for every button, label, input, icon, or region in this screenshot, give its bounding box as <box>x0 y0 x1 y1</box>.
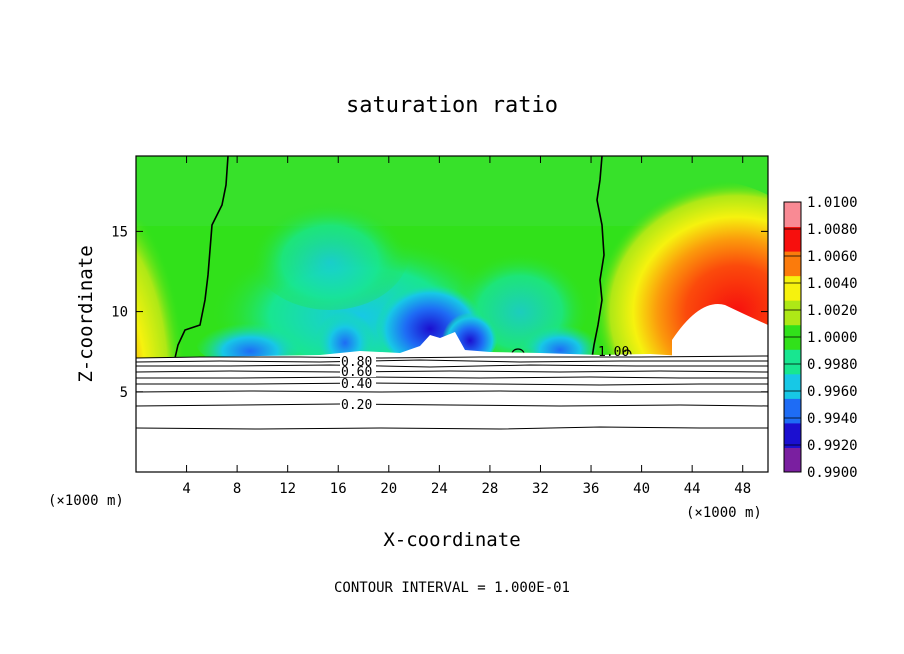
clear-pocket <box>672 304 768 360</box>
colorbar-label: 0.9940 <box>807 411 858 427</box>
contour-label-1.00: 1.00 <box>598 345 629 360</box>
colorbar-swatch <box>784 202 801 228</box>
x-tick-label: 32 <box>532 481 549 497</box>
colorbar-label: 0.9960 <box>807 384 858 400</box>
chart-title: saturation ratio <box>346 93 558 118</box>
colorbar-label: 1.0040 <box>807 276 858 292</box>
contour-label-0.40: 0.40 <box>341 377 372 392</box>
colorbar-swatch <box>784 251 801 277</box>
contour-label-0.20: 0.20 <box>341 398 372 413</box>
y-axis-label: Z-coordinate <box>75 245 97 382</box>
contour-line-5 <box>136 376 768 379</box>
x-tick-label: 48 <box>734 481 751 497</box>
colorbar-swatch <box>784 275 801 301</box>
x-tick-label: 36 <box>583 481 600 497</box>
contour-line-1 <box>136 355 768 359</box>
cyan-zone-upper <box>250 190 410 310</box>
contour-line-4 <box>136 370 768 373</box>
contour-line-2 <box>136 359 768 363</box>
x-tick-label: 24 <box>431 481 448 497</box>
cloud-contours <box>136 355 768 430</box>
x-tick-label: 12 <box>279 481 296 497</box>
contour-label-box-0.60 <box>340 367 376 377</box>
lower-region <box>136 332 768 472</box>
plot-area <box>136 156 768 472</box>
x-tick-label: 8 <box>233 481 241 497</box>
colorbar-swatch <box>784 447 801 473</box>
contour-line-8 <box>136 403 768 407</box>
colorbar-label: 0.9920 <box>807 438 858 454</box>
colorbar: 1.0100 1.0080 1.0060 1.0040 1.0020 1.0000 0.99… <box>783 195 858 481</box>
contour-line-3 <box>136 364 768 368</box>
y-ticks: 5 10 15 <box>111 224 768 401</box>
x-unit-left: (×1000 m) <box>48 493 124 509</box>
x-tick-label: 44 <box>684 481 701 497</box>
x-tick-label: 20 <box>380 481 397 497</box>
colorbar-label: 0.9980 <box>807 357 858 373</box>
plot-frame <box>135 155 769 473</box>
colorbar-label: 0.9900 <box>807 465 858 481</box>
contour-label-box-0.20 <box>340 398 376 410</box>
blue-cell-mid <box>315 298 375 362</box>
saturation-contour-left <box>174 156 229 359</box>
x-unit-right: (×1000 m) <box>686 505 762 521</box>
colorbar-label: 1.0000 <box>807 330 858 346</box>
saturation-contour-right <box>591 156 605 359</box>
colorbar-swatch <box>784 300 801 326</box>
blue-cell-left <box>195 312 305 368</box>
colorbar-swatch <box>784 422 801 448</box>
colorbar-swatch <box>784 226 801 252</box>
x-ticks: 4 8 12 16 20 24 28 32 36 40 44 48 <box>182 156 751 497</box>
contour-label-box-0.80 <box>340 357 376 367</box>
contour-label-0.60: 0.60 <box>341 365 372 380</box>
colorbar-label: 1.0080 <box>807 222 858 238</box>
colorbar-label: 1.0060 <box>807 249 858 265</box>
contour-line-6 <box>136 382 768 386</box>
colorbar-swatch <box>784 398 801 424</box>
contour-label-box-0.40 <box>340 378 376 389</box>
contour-label-0.80: 0.80 <box>341 355 372 370</box>
contour-line-7 <box>136 390 768 393</box>
x-tick-label: 4 <box>182 481 190 497</box>
colorbar-swatch <box>784 349 801 375</box>
x-tick-label: 28 <box>481 481 498 497</box>
colorbar-swatch <box>784 373 801 399</box>
y-tick-label: 5 <box>120 385 128 401</box>
colorbar-label: 1.0020 <box>807 303 858 319</box>
colorbar-label: 1.0100 <box>807 195 858 211</box>
contour-interval-note: CONTOUR INTERVAL = 1.000E-01 <box>334 580 570 596</box>
x-tick-label: 16 <box>330 481 347 497</box>
y-tick-label: 10 <box>111 305 128 321</box>
y-tick-label: 15 <box>111 224 128 240</box>
x-tick-label: 40 <box>633 481 650 497</box>
x-axis-label: X-coordinate <box>383 529 520 551</box>
contour-line-9 <box>136 426 768 430</box>
